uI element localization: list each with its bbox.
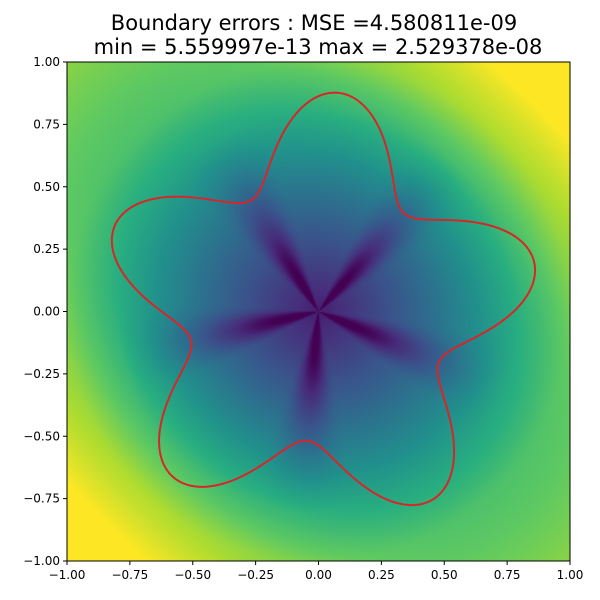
x-tick-label: −0.50 (174, 568, 211, 582)
y-tick-label: 0.75 (33, 117, 60, 131)
y-tick-label: 0.25 (33, 242, 60, 256)
y-tick-label: −0.50 (23, 429, 60, 443)
x-tick-label: 1.00 (557, 568, 584, 582)
y-tick-label: −1.00 (23, 554, 60, 568)
y-tick-label: 0.00 (33, 305, 60, 319)
chart-title-line1: Boundary errors : MSE =4.580811e-09 (111, 11, 517, 35)
chart-title-line2: min = 5.559997e-13 max = 2.529378e-08 (94, 35, 543, 59)
boundary-curve (110, 91, 537, 507)
y-tick-label: −0.75 (23, 492, 60, 506)
x-tick-label: 0.00 (305, 568, 332, 582)
y-axis: −1.00 −0.75 −0.50 −0.25 0.00 0.25 0.50 0.75 1.00 (23, 55, 67, 568)
x-axis: −1.00 −0.75 −0.50 −0.25 0.00 0.25 0.50 0.75 1.00 (49, 561, 584, 582)
x-tick-label: 0.25 (368, 568, 395, 582)
x-tick-label: 0.50 (431, 568, 458, 582)
y-tick-label: 0.50 (33, 180, 60, 194)
x-tick-label: −0.25 (237, 568, 274, 582)
plot-area (66, 61, 571, 562)
y-tick-label: 1.00 (33, 55, 60, 69)
x-tick-label: −1.00 (49, 568, 86, 582)
heatmap-field (67, 62, 570, 561)
x-tick-label: 0.75 (494, 568, 521, 582)
y-tick-label: −0.25 (23, 367, 60, 381)
x-tick-label: −0.75 (111, 568, 148, 582)
